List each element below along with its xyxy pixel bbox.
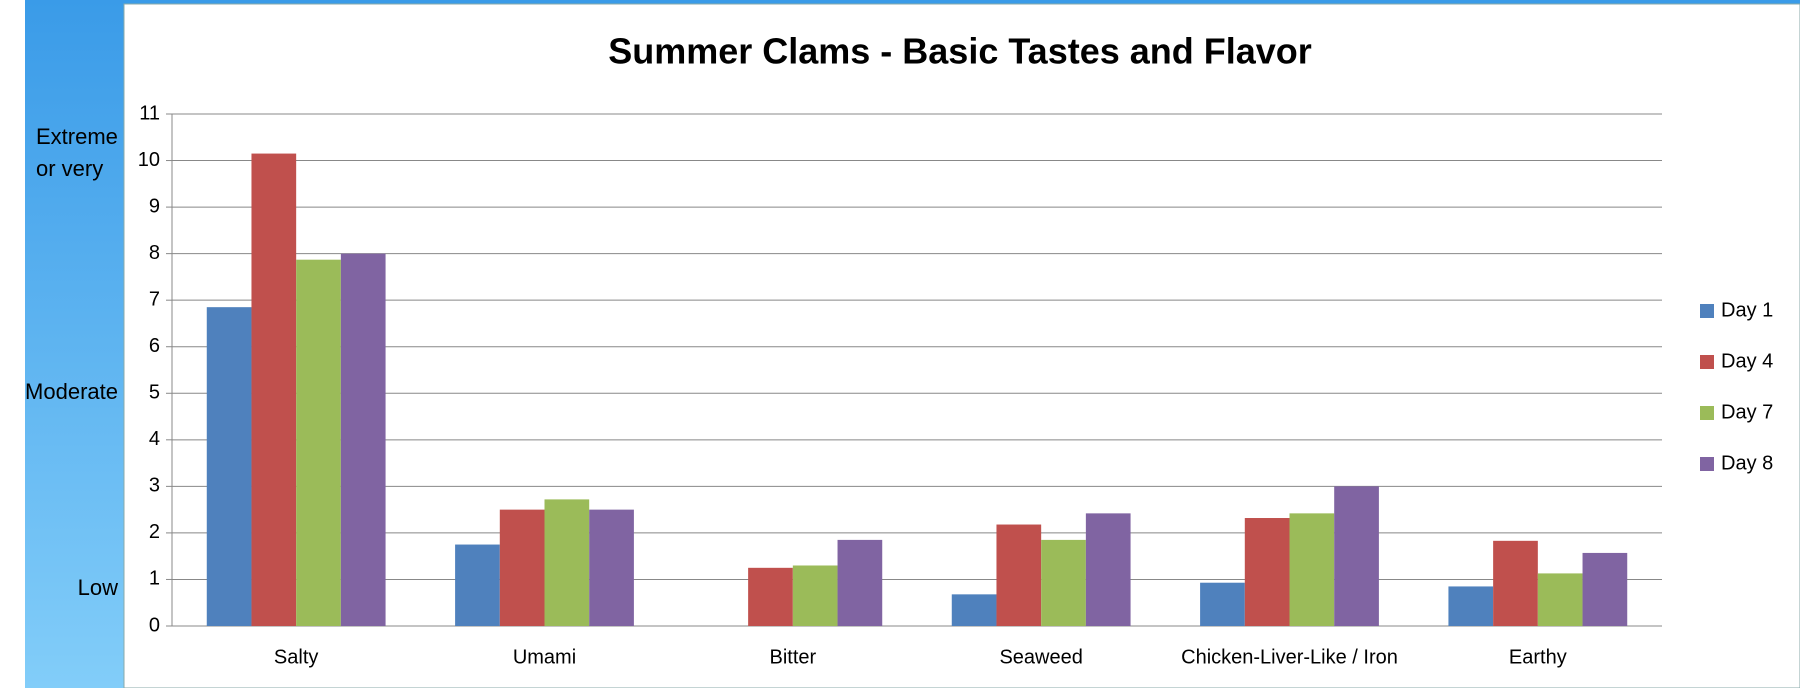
legend-label: Day 4 bbox=[1721, 350, 1773, 372]
y-tick-label: 9 bbox=[149, 195, 160, 217]
chart-title: Summer Clams - Basic Tastes and Flavor bbox=[608, 31, 1312, 72]
bar bbox=[996, 524, 1042, 626]
y-annotation: or very bbox=[36, 156, 103, 181]
bar bbox=[296, 259, 341, 626]
legend-label: Day 7 bbox=[1721, 401, 1773, 423]
x-tick-label: Salty bbox=[274, 646, 318, 668]
legend-swatch bbox=[1700, 304, 1714, 318]
legend-label: Day 8 bbox=[1721, 452, 1773, 474]
bar bbox=[544, 499, 590, 626]
y-tick-label: 7 bbox=[149, 288, 160, 310]
x-tick-label: Seaweed bbox=[999, 646, 1082, 668]
bar bbox=[455, 544, 500, 626]
bar bbox=[206, 307, 252, 626]
bar bbox=[251, 153, 297, 626]
legend-swatch bbox=[1700, 406, 1714, 420]
bar bbox=[589, 509, 634, 626]
legend-swatch bbox=[1700, 457, 1714, 471]
bar bbox=[1200, 582, 1245, 626]
y-tick-label: 8 bbox=[149, 242, 160, 264]
bar bbox=[1582, 552, 1628, 626]
y-annotation: Extreme bbox=[36, 124, 118, 149]
bar bbox=[1493, 540, 1538, 626]
y-tick-label: 1 bbox=[149, 568, 160, 590]
legend-swatch bbox=[1700, 355, 1714, 369]
y-annotation: Low bbox=[78, 575, 118, 600]
bar bbox=[1041, 539, 1086, 626]
bar bbox=[1537, 573, 1583, 626]
legend-label: Day 1 bbox=[1721, 299, 1773, 321]
y-tick-label: 4 bbox=[149, 428, 160, 450]
x-tick-label: Bitter bbox=[769, 646, 816, 668]
bar bbox=[748, 567, 793, 626]
bar bbox=[1334, 486, 1379, 626]
bar bbox=[792, 565, 838, 626]
y-tick-label: 0 bbox=[149, 614, 160, 636]
y-tick-label: 11 bbox=[139, 102, 160, 124]
bar bbox=[1244, 518, 1290, 626]
bar bbox=[340, 253, 386, 627]
bar bbox=[1448, 586, 1494, 626]
bar bbox=[837, 539, 883, 626]
x-tick-label: Chicken-Liver-Like / Iron bbox=[1181, 646, 1398, 668]
y-tick-label: 10 bbox=[138, 149, 160, 171]
bar bbox=[951, 594, 997, 626]
bar bbox=[1289, 513, 1335, 626]
x-tick-label: Umami bbox=[513, 646, 576, 668]
y-tick-label: 3 bbox=[149, 475, 160, 497]
y-tick-label: 6 bbox=[149, 335, 160, 357]
y-tick-label: 5 bbox=[149, 382, 160, 404]
bar bbox=[1085, 513, 1131, 626]
y-tick-label: 2 bbox=[149, 521, 160, 543]
y-annotation: Moderate bbox=[25, 379, 118, 404]
x-tick-label: Earthy bbox=[1509, 646, 1567, 668]
bar bbox=[499, 509, 545, 626]
